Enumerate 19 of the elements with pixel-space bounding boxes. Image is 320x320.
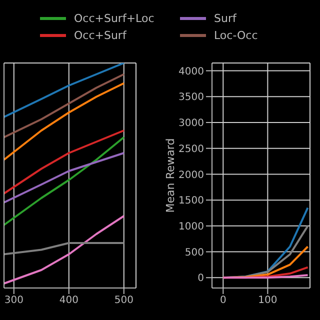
x-tick-label: 300	[4, 295, 24, 306]
y-tick-label: 3000	[178, 118, 204, 130]
x-tick-label: 0	[220, 295, 226, 306]
x-tick-label: 400	[59, 295, 78, 306]
x-tick-label: 500	[114, 295, 134, 306]
y-tick-label: 1000	[178, 221, 204, 232]
legend-label: Occ+Surf+Loc	[74, 12, 154, 25]
legend-label: Loc-Occ	[214, 29, 258, 42]
y-tick-label: 500	[184, 247, 204, 258]
y-tick-label: 1500	[178, 196, 204, 207]
x-tick-label: 100	[258, 295, 278, 306]
y-axis-title: Mean Reward	[164, 138, 177, 213]
y-tick-label: 4000	[178, 66, 204, 78]
legend-label: Occ+Surf	[74, 29, 126, 42]
legend-label: Surf	[214, 12, 236, 25]
y-tick-label: 2500	[178, 144, 204, 155]
y-tick-label: 0	[198, 273, 204, 284]
y-tick-label: 3500	[178, 92, 204, 104]
y-tick-label: 2000	[178, 170, 204, 181]
